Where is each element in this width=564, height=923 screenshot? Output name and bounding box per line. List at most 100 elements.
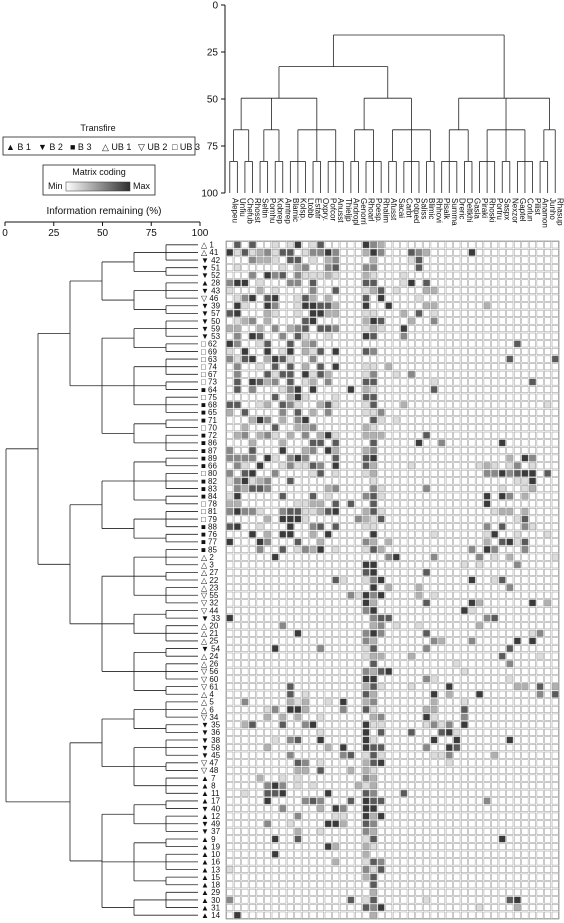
heatmap-cell [249, 896, 256, 904]
heatmap-cell [408, 759, 415, 767]
heatmap-cell [521, 469, 529, 477]
heatmap-cell [370, 873, 377, 881]
heatmap-cell [294, 485, 302, 493]
heatmap-cell [392, 287, 400, 294]
top-tick-label-0: 0 [212, 1, 218, 12]
row-label-37: ▼ 37 [201, 827, 221, 836]
heatmap-cell [453, 896, 461, 904]
heatmap-cell [506, 698, 514, 706]
heatmap-cell [400, 508, 408, 515]
heatmap-cell [453, 675, 461, 683]
heatmap-cell [521, 248, 529, 256]
heatmap-cell [460, 469, 468, 477]
heatmap-cell [233, 546, 241, 553]
heatmap-cell [241, 523, 249, 531]
heatmap-cell [476, 248, 483, 256]
heatmap-cell [544, 843, 552, 851]
heatmap-cell [476, 629, 483, 637]
heatmap-cell [271, 774, 279, 782]
heatmap-cell [241, 325, 249, 333]
left-tick-label-4: 100 [192, 228, 209, 239]
heatmap-cell [271, 881, 279, 889]
heatmap-cell [438, 363, 446, 371]
heatmap-cell [529, 599, 536, 607]
heatmap-cell [400, 721, 408, 729]
heatmap-cell [521, 553, 529, 561]
heatmap-cell [551, 607, 559, 614]
heatmap-cell [294, 515, 302, 523]
heatmap-cell [302, 370, 309, 378]
heatmap-cell [445, 774, 453, 782]
heatmap-cell [256, 271, 264, 279]
heatmap-cell [468, 607, 476, 614]
heatmap-cell [362, 652, 370, 660]
heatmap-cell [430, 553, 438, 561]
heatmap-cell [423, 835, 430, 843]
column-label-28: Pisalk [442, 198, 451, 220]
heatmap-cell [551, 302, 559, 310]
heatmap-cell [339, 576, 347, 584]
heatmap-cell [256, 363, 264, 371]
heatmap-cell [415, 835, 423, 843]
heatmap-cell [551, 850, 559, 858]
heatmap-cell [483, 614, 491, 622]
heatmap-cell [271, 447, 279, 454]
heatmap-cell [271, 713, 279, 721]
heatmap-cell [286, 309, 294, 317]
heatmap-cell [438, 378, 446, 386]
heatmap-cell [256, 850, 264, 858]
heatmap-cell [453, 866, 461, 873]
heatmap-cell [362, 660, 370, 668]
heatmap-cell [529, 759, 536, 767]
heatmap-cell [400, 561, 408, 569]
heatmap-cell [226, 888, 234, 896]
row-label-35: ▼ 35 [201, 721, 221, 730]
heatmap-cell [226, 454, 234, 462]
heatmap-cell [317, 591, 325, 599]
heatmap-cell [529, 835, 536, 843]
heatmap-cell [324, 683, 332, 691]
heatmap-cell [317, 850, 325, 858]
heatmap-cell [529, 797, 536, 805]
heatmap-cell [506, 782, 514, 790]
heatmap-cell [309, 797, 317, 805]
heatmap-cell [309, 439, 317, 447]
heatmap-cell [445, 469, 453, 477]
heatmap-cell [438, 728, 446, 736]
heatmap-cell [241, 706, 249, 713]
heatmap-cell [544, 439, 552, 447]
heatmap-cell [256, 546, 264, 553]
heatmap-cell [302, 888, 309, 896]
heatmap-cell [339, 767, 347, 774]
heatmap-cell [536, 386, 544, 393]
heatmap-cell [339, 667, 347, 675]
heatmap-cell [385, 767, 393, 774]
heatmap-cell [468, 591, 476, 599]
row-label-66: ■ 66 [201, 462, 218, 471]
heatmap-cell [544, 584, 552, 592]
heatmap-cell [491, 607, 499, 614]
heatmap-cell [438, 508, 446, 515]
heatmap-cell [536, 363, 544, 371]
heatmap-cell [294, 530, 302, 538]
heatmap-cell [498, 424, 506, 432]
heatmap-cell [476, 378, 483, 386]
heatmap-cell [400, 622, 408, 630]
heatmap-cell [339, 370, 347, 378]
heatmap-cell [249, 866, 256, 873]
heatmap-cell [233, 416, 241, 424]
heatmap-cell [347, 904, 355, 912]
heatmap-cell [264, 485, 272, 493]
heatmap-cell [256, 835, 264, 843]
heatmap-cell [430, 294, 438, 302]
heatmap-cell [460, 698, 468, 706]
heatmap-cell [339, 340, 347, 348]
heatmap-cell [408, 614, 415, 622]
heatmap-cell [264, 713, 272, 721]
heatmap-cell [370, 568, 377, 576]
heatmap-cell [347, 736, 355, 744]
heatmap-cell [544, 706, 552, 713]
heatmap-cell [468, 561, 476, 569]
heatmap-cell [317, 546, 325, 553]
heatmap-cell [536, 348, 544, 355]
